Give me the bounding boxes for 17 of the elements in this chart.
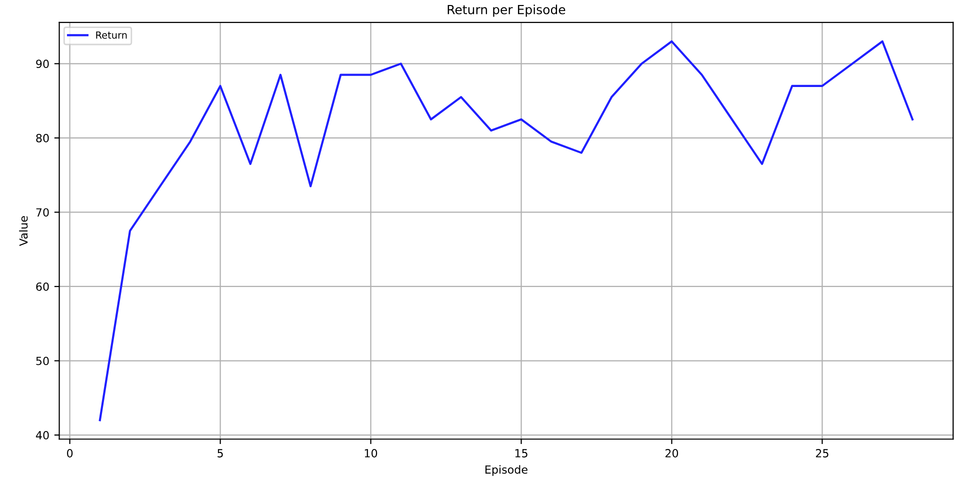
y-tick-label: 50 bbox=[36, 356, 49, 366]
chart-title: Return per Episode bbox=[448, 4, 566, 17]
y-tick-label: 70 bbox=[36, 208, 49, 217]
y-tick-label: 60 bbox=[36, 282, 49, 291]
x-tick-label: 20 bbox=[665, 449, 678, 458]
x-tick-label: 10 bbox=[364, 449, 378, 458]
x-tick-label: 25 bbox=[816, 449, 828, 458]
x-tick-label: 15 bbox=[515, 449, 528, 458]
y-axis-title: Value bbox=[19, 216, 28, 246]
line-series bbox=[98, 40, 914, 422]
y-tick-label: 90 bbox=[36, 60, 49, 68]
x-tick-label: 5 bbox=[218, 449, 223, 458]
y-tick-label: 80 bbox=[36, 134, 49, 142]
legend-label: Return bbox=[96, 32, 127, 39]
x-tick-label: 0 bbox=[67, 449, 73, 458]
x-axis-title: Episode bbox=[485, 465, 528, 476]
y-tick-label: 40 bbox=[36, 431, 49, 440]
